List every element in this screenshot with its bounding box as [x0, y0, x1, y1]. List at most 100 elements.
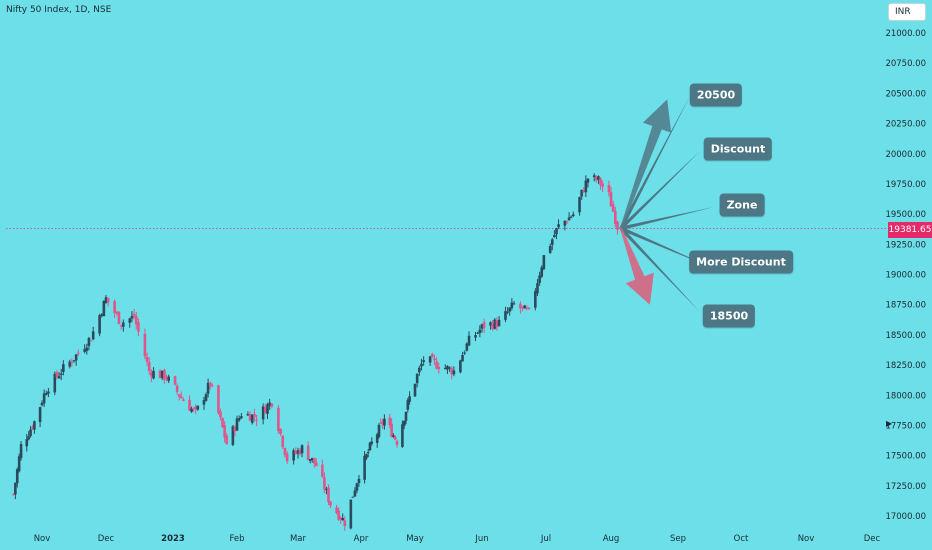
- candle: [194, 404, 198, 415]
- candle: [31, 424, 34, 431]
- candle-body: [450, 368, 454, 375]
- candle-body: [281, 435, 285, 448]
- candle-body: [584, 180, 588, 193]
- candle-body: [614, 211, 617, 225]
- candle: [233, 425, 237, 437]
- annotation-zone[interactable]: Zone: [719, 193, 765, 217]
- candle-body: [182, 399, 185, 401]
- candle-body: [296, 450, 300, 454]
- candle-body: [91, 331, 95, 340]
- annotation-discount[interactable]: Discount: [703, 137, 773, 161]
- candle-body: [452, 370, 456, 375]
- candle: [158, 369, 162, 379]
- candle-body: [601, 183, 604, 187]
- candle-body: [430, 354, 434, 358]
- candle-body: [253, 413, 256, 418]
- candle: [68, 359, 72, 369]
- candle: [489, 321, 492, 330]
- candle: [349, 499, 353, 530]
- candle-body: [121, 322, 125, 327]
- candle-body: [221, 417, 224, 428]
- candle: [580, 189, 583, 200]
- candle-body: [534, 291, 537, 308]
- candle-body: [408, 396, 411, 402]
- candle: [143, 328, 147, 360]
- y-tick-label: 20750.00: [885, 59, 926, 69]
- candle-body: [370, 441, 374, 444]
- y-tick-label: 20000.00: [885, 150, 926, 160]
- current-price-label: 19381.65: [888, 222, 932, 238]
- candle-body: [390, 423, 393, 437]
- candle: [306, 441, 310, 461]
- candle: [506, 307, 509, 315]
- candle-body: [580, 189, 583, 197]
- candle: [196, 405, 200, 411]
- annotation-more-discount[interactable]: More Discount: [689, 250, 793, 274]
- candle-body: [443, 367, 447, 370]
- candle: [279, 428, 282, 437]
- candle: [536, 278, 539, 296]
- candle: [208, 381, 212, 390]
- candle: [510, 298, 514, 311]
- candle: [534, 288, 537, 311]
- candle: [339, 516, 342, 524]
- candle: [351, 496, 355, 498]
- candle-body: [428, 356, 432, 363]
- candle: [408, 391, 411, 405]
- candle-body: [404, 411, 408, 421]
- candle-body: [493, 319, 497, 329]
- candle-body: [420, 363, 423, 367]
- x-tick-label: Jun: [474, 534, 488, 544]
- candle: [592, 173, 596, 182]
- candle-body: [47, 391, 50, 394]
- candle-body: [406, 400, 410, 410]
- candle-body: [565, 221, 569, 223]
- candle: [283, 447, 287, 458]
- currency-selector[interactable]: INR: [888, 3, 926, 21]
- y-tick-label: 18000.00: [885, 391, 926, 401]
- candle-body: [102, 301, 106, 317]
- candle: [355, 482, 359, 494]
- candle-body: [375, 434, 379, 443]
- candle: [368, 441, 372, 452]
- candle: [480, 323, 484, 333]
- annotation-target-18500[interactable]: 18500: [702, 304, 756, 328]
- triangle-right-icon[interactable]: ▶: [886, 419, 893, 428]
- candle: [357, 475, 361, 487]
- candle: [204, 392, 208, 402]
- candle: [390, 418, 393, 438]
- candle-body: [351, 496, 355, 498]
- candle-body: [270, 403, 274, 407]
- candle: [102, 300, 106, 317]
- candle: [491, 319, 494, 331]
- candle-body: [167, 376, 170, 381]
- candle-body: [113, 301, 116, 313]
- candle-body: [72, 360, 76, 362]
- candle-body: [204, 394, 208, 401]
- candle: [150, 369, 153, 383]
- candle: [248, 411, 252, 421]
- y-axis[interactable]: 21000.00 20750.00 20500.00 20250.00 20000.00…: [885, 29, 926, 522]
- candle-body: [175, 385, 179, 392]
- candle-body: [392, 435, 395, 438]
- candle-body: [480, 324, 484, 329]
- candle: [323, 472, 326, 494]
- candle-body: [557, 224, 560, 228]
- candle-body: [521, 306, 524, 308]
- candle-body: [85, 347, 89, 351]
- candle-body: [323, 477, 326, 490]
- candle-body: [208, 382, 212, 386]
- candle: [173, 375, 177, 386]
- candle-body: [312, 457, 316, 464]
- candle-body: [538, 275, 541, 283]
- candle: [599, 177, 602, 190]
- candle-body: [202, 400, 206, 405]
- candle: [210, 383, 214, 388]
- candle-body: [512, 303, 516, 305]
- candle: [420, 358, 423, 371]
- y-tick-label: 17000.00: [885, 512, 926, 522]
- candle: [167, 374, 170, 384]
- candle: [160, 370, 164, 381]
- annotation-target-20500[interactable]: 20500: [689, 83, 743, 107]
